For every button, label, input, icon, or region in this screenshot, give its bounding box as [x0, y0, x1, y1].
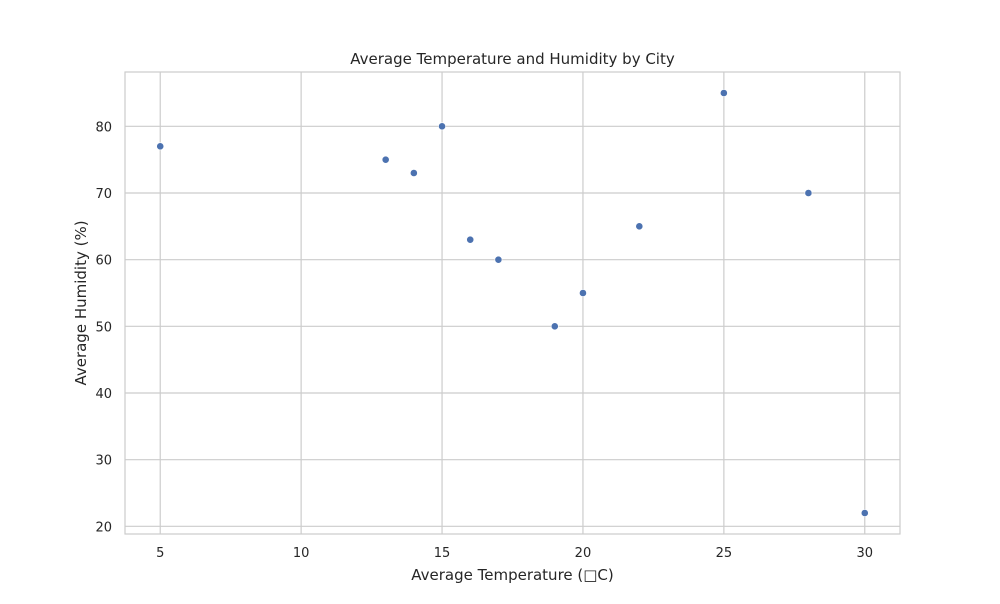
y-tick-label: 60 [95, 254, 112, 269]
plot-background [125, 72, 900, 534]
x-tick-labels: 5 10 15 20 25 30 [156, 546, 873, 561]
y-axis-label: Average Humidity (%) [72, 220, 90, 385]
y-tick-label: 40 [95, 387, 112, 402]
data-point [550, 322, 559, 331]
data-point [860, 509, 869, 517]
x-tick-label: 15 [434, 546, 451, 561]
data-point [156, 142, 165, 151]
data-point [438, 122, 446, 131]
x-tick-label: 5 [156, 546, 164, 561]
y-tick-label: 50 [95, 320, 112, 335]
data-point [719, 89, 728, 97]
x-tick-label: 30 [856, 546, 873, 561]
grid-lines [125, 72, 900, 534]
data-point [635, 222, 644, 231]
data-points [156, 89, 869, 517]
y-tick-label: 20 [95, 520, 112, 535]
plot-frame [124, 71, 901, 535]
data-point [381, 155, 390, 164]
y-tick-labels: 20 30 40 50 60 70 80 [95, 120, 112, 535]
data-point [494, 255, 503, 264]
x-tick-label: 20 [575, 546, 592, 561]
chart-title: Average Temperature and Humidity by City [350, 50, 675, 68]
data-point [409, 169, 418, 177]
data-point [804, 189, 813, 197]
data-point [466, 235, 475, 244]
x-axis-label: Average Temperature (□C) [411, 566, 614, 584]
y-tick-label: 70 [95, 187, 112, 202]
data-point [579, 289, 587, 297]
y-tick-label: 80 [95, 120, 112, 135]
x-tick-label: 25 [716, 546, 733, 561]
x-tick-label: 10 [293, 546, 310, 561]
y-tick-label: 30 [95, 454, 112, 469]
